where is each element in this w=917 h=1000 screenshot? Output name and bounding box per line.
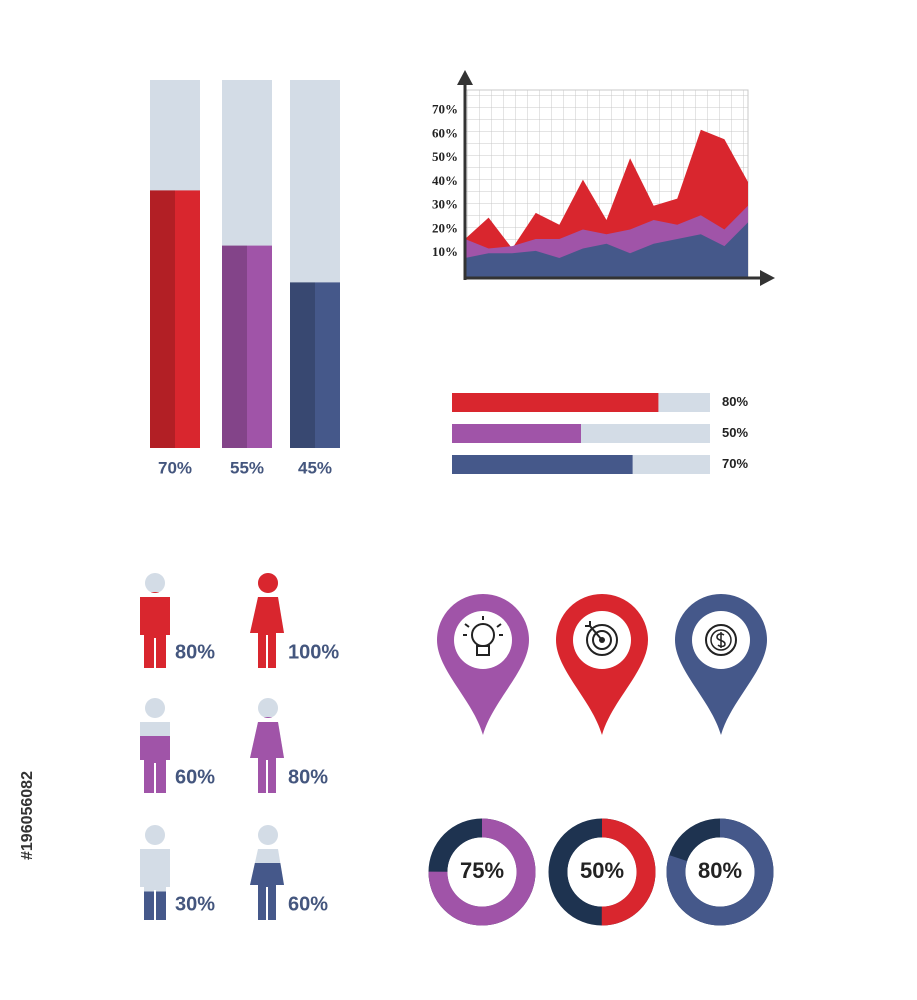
y-tick-label: 40% — [432, 173, 458, 188]
donut-center — [447, 837, 517, 907]
pins — [437, 594, 767, 735]
y-tick-label: 20% — [432, 220, 458, 235]
y-tick-label: 60% — [432, 125, 458, 140]
value-label: 75% — [460, 858, 504, 883]
bar-shade — [150, 190, 175, 448]
bar — [290, 282, 340, 448]
bar — [452, 393, 659, 412]
figure-fill — [250, 573, 284, 668]
bar — [452, 455, 633, 474]
area — [465, 222, 748, 277]
y-tick-label: 50% — [432, 149, 458, 164]
bar-shade — [222, 245, 247, 448]
pin-money — [675, 594, 767, 735]
value-label: 50% — [580, 858, 624, 883]
donut-arc — [428, 818, 536, 926]
value-label: 55% — [230, 458, 264, 477]
value-label: 80% — [698, 858, 742, 883]
stock-id: #196056082 — [19, 771, 36, 860]
figure-fill — [140, 736, 170, 793]
figure-fill — [140, 592, 170, 668]
bar — [150, 190, 200, 448]
value-label: 45% — [298, 458, 332, 477]
value-label: 70% — [722, 456, 748, 471]
x-arrow — [760, 270, 775, 286]
value-label: 30% — [175, 893, 215, 915]
pin-idea — [437, 594, 529, 735]
value-label: 60% — [288, 893, 328, 915]
value-label: 80% — [175, 641, 215, 663]
donut-arc — [666, 818, 774, 926]
y-tick-label: 10% — [432, 244, 458, 259]
y-tick-label: 70% — [432, 102, 458, 117]
figure-fill — [250, 863, 284, 920]
y-tick-label: 30% — [432, 197, 458, 212]
value-label: 100% — [288, 641, 339, 663]
y-arrow — [457, 70, 473, 85]
bar — [452, 424, 581, 443]
pin-target — [556, 594, 648, 735]
donut-center — [567, 837, 637, 907]
value-label: 60% — [175, 766, 215, 788]
value-label: 80% — [288, 766, 328, 788]
figure-fill — [140, 891, 170, 920]
value-label: 50% — [722, 425, 748, 440]
value-label: 70% — [158, 458, 192, 477]
bar — [222, 245, 272, 448]
value-label: 80% — [722, 394, 748, 409]
figure-fill — [250, 717, 284, 793]
donut-center — [685, 837, 755, 907]
donut-arc — [548, 818, 656, 926]
bar-shade — [290, 282, 315, 448]
